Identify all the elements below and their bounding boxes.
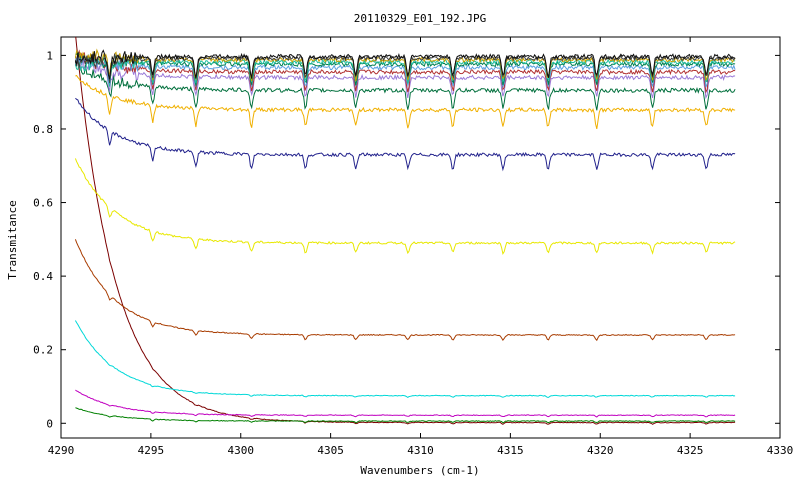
plot-frame	[60, 36, 781, 439]
x-tick-label: 4305	[317, 444, 344, 457]
x-tick-label: 4295	[138, 444, 165, 457]
series-line-6	[75, 97, 736, 172]
series-line-1	[75, 407, 736, 424]
series-line-7	[75, 74, 736, 130]
y-tick-label: 0.4	[33, 270, 53, 283]
series-line-9	[74, 57, 736, 100]
x-axis-ticks: 4290 4295 4300 4305 4310 4315 4320 4325 4330	[48, 37, 794, 457]
plot-area: 4290 4295 4300 4305 4310 4315 4320 4325 4330 0 0.…	[33, 36, 794, 457]
x-tick-label: 4315	[497, 444, 524, 457]
series-line-3	[74, 320, 736, 398]
y-tick-label: 1	[46, 49, 53, 62]
series-line-10	[75, 49, 736, 94]
x-tick-label: 4325	[677, 444, 704, 457]
series-line-12	[75, 51, 736, 86]
y-axis-label: Transmitance	[6, 200, 19, 279]
series-group	[74, 37, 736, 425]
x-tick-label: 4290	[48, 444, 75, 457]
y-tick-label: 0.8	[33, 123, 53, 136]
series-line-4	[74, 239, 736, 342]
y-tick-label: 0.6	[33, 197, 53, 210]
series-line-8	[74, 58, 736, 111]
series-line-5	[74, 158, 736, 255]
x-tick-label: 4300	[228, 444, 255, 457]
x-tick-label: 4310	[407, 444, 434, 457]
x-tick-label: 4320	[587, 444, 614, 457]
chart-title: 20110329_E01_192.JPG	[354, 12, 486, 25]
y-tick-label: 0	[46, 417, 53, 430]
series-line-0	[75, 37, 736, 425]
series-line-2	[75, 389, 736, 418]
series-line-11	[74, 54, 736, 89]
x-axis-label: Wavenumbers (cm-1)	[360, 464, 479, 477]
series-line-16	[74, 49, 736, 80]
x-tick-label: 4330	[767, 444, 794, 457]
y-tick-label: 0.2	[33, 344, 53, 357]
y-axis-ticks: 0 0.2 0.4 0.6 0.8 1	[33, 49, 780, 430]
